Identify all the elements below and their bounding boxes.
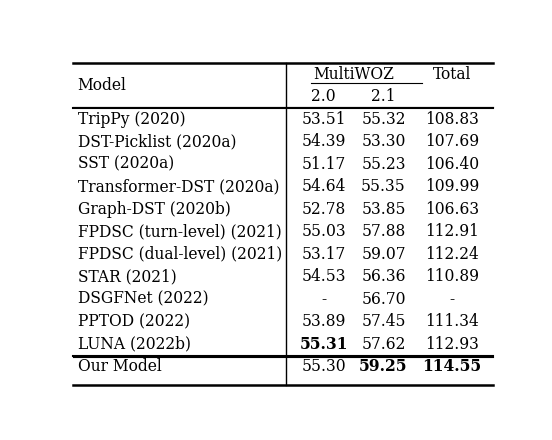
Text: 55.35: 55.35 bbox=[361, 178, 406, 195]
Text: Transformer-DST (2020a): Transformer-DST (2020a) bbox=[77, 178, 279, 195]
Text: STAR (2021): STAR (2021) bbox=[77, 268, 176, 285]
Text: 53.89: 53.89 bbox=[301, 313, 346, 330]
Text: DST-Picklist (2020a): DST-Picklist (2020a) bbox=[77, 133, 236, 150]
Text: Total: Total bbox=[433, 66, 471, 83]
Text: FPDSC (turn-level) (2021): FPDSC (turn-level) (2021) bbox=[77, 223, 282, 240]
Text: 106.40: 106.40 bbox=[425, 156, 479, 173]
Text: 53.51: 53.51 bbox=[301, 111, 346, 128]
Text: 106.63: 106.63 bbox=[425, 201, 479, 218]
Text: 54.39: 54.39 bbox=[301, 133, 346, 150]
Text: 55.30: 55.30 bbox=[301, 358, 346, 375]
Text: 110.89: 110.89 bbox=[425, 268, 479, 285]
Text: FPDSC (dual-level) (2021): FPDSC (dual-level) (2021) bbox=[77, 246, 282, 263]
Text: 52.78: 52.78 bbox=[301, 201, 346, 218]
Text: 53.17: 53.17 bbox=[301, 246, 346, 263]
Text: 2.0: 2.0 bbox=[311, 88, 336, 105]
Text: 56.36: 56.36 bbox=[361, 268, 406, 285]
Text: 53.30: 53.30 bbox=[361, 133, 406, 150]
Text: 55.03: 55.03 bbox=[301, 223, 346, 240]
Text: 112.24: 112.24 bbox=[425, 246, 479, 263]
Text: 107.69: 107.69 bbox=[425, 133, 479, 150]
Text: Model: Model bbox=[77, 77, 126, 94]
Text: 54.64: 54.64 bbox=[301, 178, 346, 195]
Text: 2.1: 2.1 bbox=[371, 88, 396, 105]
Text: 57.88: 57.88 bbox=[362, 223, 406, 240]
Text: LUNA (2022b): LUNA (2022b) bbox=[77, 336, 190, 353]
Text: 57.45: 57.45 bbox=[361, 313, 406, 330]
Text: 109.99: 109.99 bbox=[424, 178, 479, 195]
Text: 111.34: 111.34 bbox=[425, 313, 479, 330]
Text: 55.32: 55.32 bbox=[361, 111, 406, 128]
Text: 114.55: 114.55 bbox=[422, 358, 481, 375]
Text: 55.23: 55.23 bbox=[361, 156, 406, 173]
Text: 55.31: 55.31 bbox=[299, 336, 348, 353]
Text: SST (2020a): SST (2020a) bbox=[77, 156, 174, 173]
Text: Graph-DST (2020b): Graph-DST (2020b) bbox=[77, 201, 230, 218]
Text: DSGFNet (2022): DSGFNet (2022) bbox=[77, 291, 208, 308]
Text: 108.83: 108.83 bbox=[425, 111, 479, 128]
Text: 54.53: 54.53 bbox=[301, 268, 346, 285]
Text: Our Model: Our Model bbox=[77, 358, 161, 375]
Text: 51.17: 51.17 bbox=[301, 156, 346, 173]
Text: 53.85: 53.85 bbox=[361, 201, 406, 218]
Text: MultiWOZ: MultiWOZ bbox=[313, 66, 394, 83]
Text: 59.25: 59.25 bbox=[359, 358, 408, 375]
Text: 112.91: 112.91 bbox=[425, 223, 479, 240]
Text: 112.93: 112.93 bbox=[425, 336, 479, 353]
Text: 59.07: 59.07 bbox=[361, 246, 406, 263]
Text: -: - bbox=[449, 291, 454, 308]
Text: PPTOD (2022): PPTOD (2022) bbox=[77, 313, 190, 330]
Text: -: - bbox=[321, 291, 326, 308]
Text: 57.62: 57.62 bbox=[361, 336, 406, 353]
Text: TripPy (2020): TripPy (2020) bbox=[77, 111, 185, 128]
Text: 56.70: 56.70 bbox=[361, 291, 406, 308]
